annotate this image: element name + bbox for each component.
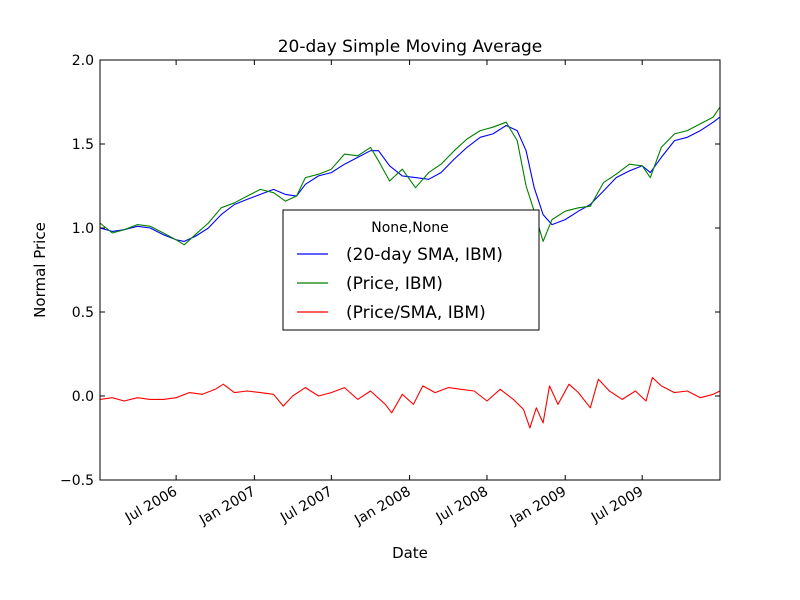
y-axis-label: Normal Price xyxy=(31,222,49,318)
legend-label-1: (20-day SMA, IBM) xyxy=(346,245,503,265)
series-line-2 xyxy=(99,106,721,246)
legend-label-2: (Price, IBM) xyxy=(346,274,443,294)
y-axis: 2.0 1.5 1.0 0.5 0.0 −0.5 xyxy=(60,53,720,489)
y-tick-label: 0.0 xyxy=(72,389,94,405)
y-tick-label: 2.0 xyxy=(72,53,94,69)
y-tick-label: 0.5 xyxy=(72,305,94,321)
legend-label-3: (Price/SMA, IBM) xyxy=(346,303,486,323)
legend-entries: (20-day SMA, IBM) (Price, IBM) (Price/SMA,… xyxy=(297,245,503,323)
x-axis-label: Date xyxy=(392,544,428,562)
series-line-1 xyxy=(99,116,721,242)
chart-title: 20-day Simple Moving Average xyxy=(278,37,543,57)
legend-title: None,None xyxy=(371,220,449,236)
y-tick-label: 1.0 xyxy=(72,221,94,237)
series-layer xyxy=(99,106,721,429)
y-tick-label: 1.5 xyxy=(72,137,94,153)
legend-box xyxy=(282,209,540,331)
legend: None,None (20-day SMA, IBM)(Price, IBM)(… xyxy=(282,209,540,331)
series-line-3 xyxy=(99,376,721,429)
y-tick-label: −0.5 xyxy=(60,473,94,489)
